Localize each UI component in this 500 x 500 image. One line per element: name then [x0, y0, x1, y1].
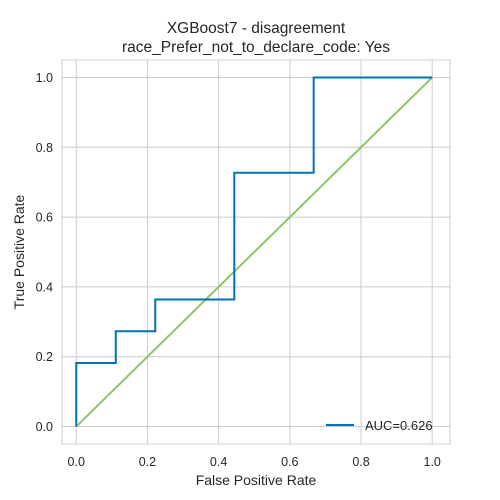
y-tick-label: 0.4 — [36, 280, 53, 294]
x-axis-label: False Positive Rate — [196, 472, 317, 488]
roc-curve-line — [75, 76, 433, 427]
x-tick-label: 0.4 — [210, 455, 227, 469]
x-tick-label: 1.0 — [424, 455, 441, 469]
x-tick-label: 0.2 — [139, 455, 156, 469]
y-tick-label: 0.2 — [36, 350, 53, 364]
series-group — [75, 76, 433, 428]
x-tick-label: 0.8 — [352, 455, 369, 469]
x-tick-labels: 0.0 0.2 0.4 0.6 0.8 1.0 — [68, 455, 441, 469]
reference-diagonal-line — [75, 76, 433, 428]
y-tick-label: 0.6 — [36, 211, 53, 225]
plot-frame — [61, 59, 451, 445]
y-tick-label: 0.0 — [36, 420, 53, 434]
y-axis-label: True Positive Rate — [11, 194, 27, 309]
y-tick-label: 0.8 — [36, 141, 53, 155]
chart-subtitle: race_Prefer_not_to_declare_code: Yes — [122, 39, 390, 56]
legend-label: AUC=0.626 — [365, 418, 433, 433]
y-tick-labels: 0.0 0.2 0.4 0.6 0.8 1.0 — [36, 71, 53, 434]
grid-lines — [62, 60, 450, 444]
x-tick-label: 0.0 — [68, 455, 85, 469]
y-tick-label: 1.0 — [36, 71, 53, 85]
x-tick-label: 0.6 — [281, 455, 298, 469]
legend: AUC=0.626 — [326, 418, 433, 433]
chart-title: XGBoost7 - disagreement — [167, 20, 346, 37]
